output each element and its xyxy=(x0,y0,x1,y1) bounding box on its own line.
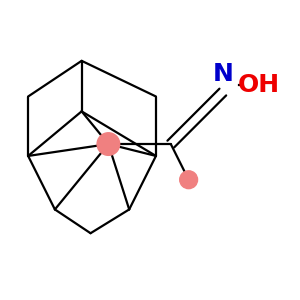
Text: N: N xyxy=(212,62,233,86)
Text: OH: OH xyxy=(237,73,280,97)
Circle shape xyxy=(97,133,120,155)
Circle shape xyxy=(180,171,198,189)
